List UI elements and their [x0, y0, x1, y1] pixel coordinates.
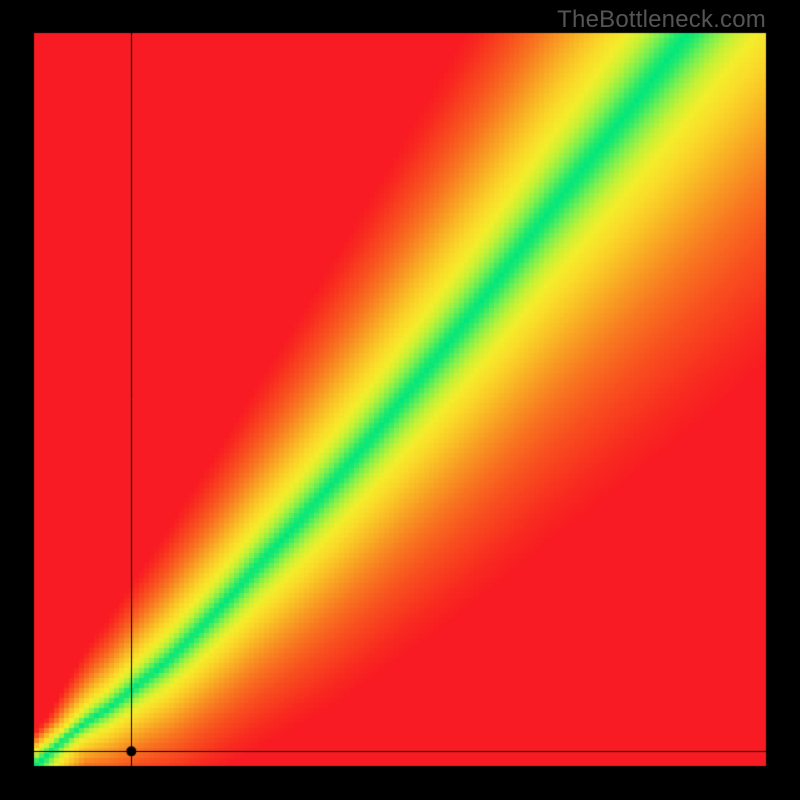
watermark-text: TheBottleneck.com [557, 6, 766, 34]
bottleneck-heatmap [0, 0, 800, 800]
